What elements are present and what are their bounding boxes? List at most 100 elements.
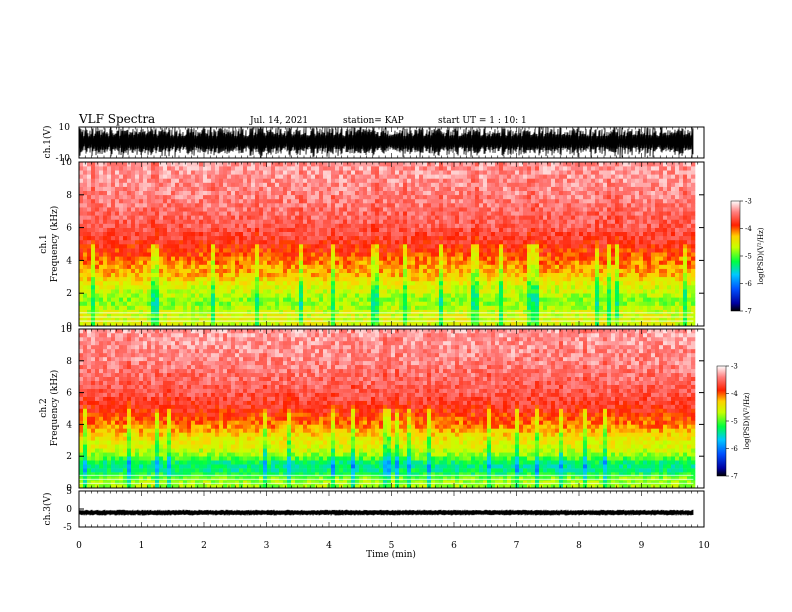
spectrogram-cell	[135, 272, 140, 278]
spectrogram-cell	[503, 182, 508, 187]
spectrogram-cell	[247, 198, 252, 204]
spectrogram-cell	[119, 174, 124, 179]
spectrogram-cell	[507, 194, 512, 200]
spectrogram-cell	[271, 297, 276, 302]
spectrogram-cell	[343, 231, 348, 237]
spectrogram-cell	[447, 239, 452, 245]
spectrogram-cell	[471, 256, 476, 261]
spectrogram-cell	[103, 297, 108, 302]
spectrogram-cell	[423, 170, 428, 175]
spectrogram-cell	[79, 289, 84, 294]
spectrogram-cell	[491, 297, 496, 302]
spectrogram-cell	[335, 272, 340, 278]
spectrogram-cell	[343, 162, 348, 167]
spectrogram-cell	[339, 285, 344, 290]
spectrogram-cell	[531, 289, 536, 294]
spectrogram-cell	[531, 182, 536, 187]
spectrogram-cell	[415, 207, 420, 212]
spectrogram-cell	[375, 317, 380, 323]
spectrogram-cell	[551, 244, 556, 249]
spectrogram-cell	[479, 231, 484, 237]
spectrogram-cell	[123, 170, 128, 175]
spectrogram-cell	[303, 170, 308, 175]
spectrogram-cell	[219, 280, 224, 286]
spectrogram-cell	[179, 203, 184, 208]
spectrogram-cell	[355, 215, 360, 220]
spectrogram-cell	[359, 313, 364, 319]
spectrogram-cell	[359, 293, 364, 298]
spectrogram-cell	[291, 264, 296, 269]
spectrogram-cell	[515, 235, 520, 241]
spectrogram-cell	[103, 194, 108, 200]
spectrogram-cell	[243, 203, 248, 208]
spectrogram-cell	[223, 223, 228, 228]
spectrogram-cell	[107, 174, 112, 179]
spectrogram-cell	[467, 231, 472, 237]
spectrogram-cell	[543, 285, 548, 290]
spectrogram-cell	[375, 285, 380, 290]
spectrogram-cell	[255, 297, 260, 302]
spectrogram-cell	[223, 239, 228, 245]
spectrogram-cell	[159, 231, 164, 237]
spectrogram-cell	[511, 313, 516, 319]
spectrogram-cell	[251, 309, 256, 314]
spectrogram-cell	[199, 293, 204, 298]
spectrogram-cell	[291, 211, 296, 216]
spectrogram-cell	[327, 268, 332, 273]
spectrogram-cell	[299, 178, 304, 183]
spectrogram-cell	[271, 162, 276, 167]
spectrogram-cell	[279, 219, 284, 224]
spectrogram-cell	[455, 313, 460, 319]
spectrogram-cell	[163, 293, 168, 298]
spectrogram-cell	[535, 293, 540, 298]
spectrogram-cell	[319, 223, 324, 228]
spectrogram-cell	[211, 264, 216, 269]
spectrogram-cell	[251, 293, 256, 298]
spectrogram-cell	[255, 285, 260, 290]
spectrogram-cell	[439, 317, 444, 323]
spectrogram-cell	[87, 174, 92, 179]
spectrogram-cell	[179, 215, 184, 220]
spectrogram-cell	[351, 244, 356, 249]
spectrogram-cell	[383, 289, 388, 294]
spectrogram-cell	[107, 321, 112, 327]
spectrogram-cell	[383, 203, 388, 208]
spectrogram-cell	[327, 235, 332, 241]
spectrogram-cell	[271, 194, 276, 200]
spectrogram-cell	[479, 235, 484, 241]
spectrogram-cell	[435, 309, 440, 314]
spectrogram-cell	[463, 182, 468, 187]
spectrogram-cell	[535, 276, 540, 282]
spectrogram-cell	[211, 285, 216, 290]
spectrogram-cell	[487, 239, 492, 245]
spectrogram-cell	[287, 166, 292, 171]
spectrogram-cell	[355, 166, 360, 171]
spectrogram-cell	[199, 280, 204, 286]
spectrogram-cell	[151, 244, 156, 249]
spectrogram-cell	[415, 194, 420, 200]
spectrogram-cell	[275, 264, 280, 269]
spectrogram-cell	[423, 203, 428, 208]
spectrogram-cell	[307, 178, 312, 183]
spectrogram-cell	[219, 223, 224, 228]
spectrogram-cell	[431, 264, 436, 269]
spectrogram-cell	[539, 219, 544, 224]
spectrogram-cell	[195, 248, 200, 253]
spectrogram-cell	[379, 203, 384, 208]
spectrogram-cell	[211, 321, 216, 327]
spectrogram-cell	[255, 211, 260, 216]
spectrogram-cell	[167, 244, 172, 249]
spectrogram-cell	[191, 264, 196, 269]
spectrogram-cell	[391, 166, 396, 171]
spectrogram-cell	[399, 305, 404, 310]
spectrogram-cell	[231, 215, 236, 220]
spectrogram-cell	[479, 178, 484, 183]
spectrogram-cell	[135, 182, 140, 187]
spectrogram-cell	[539, 260, 544, 265]
spectrogram-cell	[239, 285, 244, 290]
spectrogram-cell	[131, 321, 136, 327]
spectrogram-cell	[235, 178, 240, 183]
spectrogram-cell	[255, 239, 260, 245]
spectrogram-cell	[271, 239, 276, 245]
spectrogram-cell	[179, 305, 184, 310]
